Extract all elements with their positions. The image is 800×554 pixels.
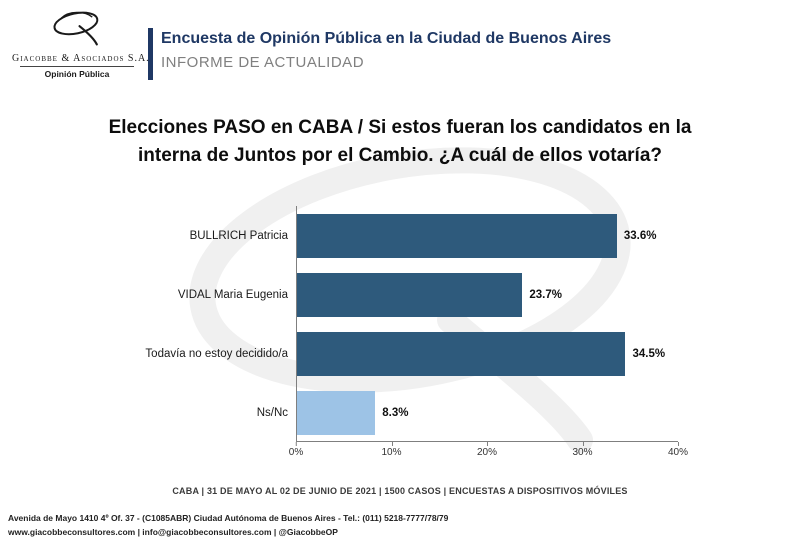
bar bbox=[296, 390, 376, 435]
logo-tagline: Opinión Pública bbox=[44, 69, 110, 79]
bar-rows: BULLRICH Patricia 33.6% VIDAL Maria Eugeni… bbox=[118, 206, 678, 442]
bar-track: 33.6% bbox=[296, 213, 678, 258]
category-label: Todavía no estoy decidido/a bbox=[145, 347, 288, 360]
bar-row: BULLRICH Patricia 33.6% bbox=[118, 206, 678, 265]
report-title: Encuesta de Opinión Pública en la Ciudad… bbox=[161, 30, 612, 47]
x-tick-label: 40% bbox=[667, 442, 689, 458]
report-subtitle: INFORME DE ACTUALIDAD bbox=[161, 54, 365, 71]
giacobbe-logo-icon bbox=[53, 11, 99, 46]
bar bbox=[296, 272, 523, 317]
footer-contact: www.giacobbeconsultores.com | info@giaco… bbox=[8, 526, 338, 537]
question-text: Elecciones PASO en CABA / Si estos fuera… bbox=[108, 117, 692, 166]
header-accent-bar bbox=[148, 28, 153, 80]
logo-company-name: Giacobbe & Asociados S.A. bbox=[12, 53, 150, 64]
bar-row: Todavía no estoy decidido/a 34.5% bbox=[118, 324, 678, 383]
value-label: 23.7% bbox=[529, 288, 562, 301]
question-block: Elecciones PASO en CABA / Si estos fuera… bbox=[0, 114, 800, 169]
x-tick-label: 20% bbox=[476, 442, 498, 458]
header: Encuesta de Opinión Pública en la Ciudad… bbox=[161, 30, 611, 71]
category-label: BULLRICH Patricia bbox=[189, 229, 288, 242]
bar-row: VIDAL Maria Eugenia 23.7% bbox=[118, 265, 678, 324]
bar-chart: BULLRICH Patricia 33.6% VIDAL Maria Eugeni… bbox=[118, 206, 688, 462]
company-logo: Giacobbe & Asociados S.A. Opinión Públic… bbox=[12, 8, 150, 79]
category-label: VIDAL Maria Eugenia bbox=[177, 288, 288, 301]
bar bbox=[296, 213, 617, 258]
bar bbox=[296, 331, 626, 376]
category-label: Ns/Nc bbox=[256, 406, 288, 419]
logo-divider bbox=[20, 66, 134, 67]
bar-track: 23.7% bbox=[296, 272, 678, 317]
value-label: 33.6% bbox=[623, 229, 657, 242]
x-tick-label: 30% bbox=[572, 442, 593, 458]
footer: Avenida de Mayo 1410 4º Of. 37 - (C1085A… bbox=[8, 512, 448, 539]
x-axis-ticks: 0% 10% 20% 30% 40% bbox=[289, 442, 688, 462]
x-tick-label: 0% bbox=[288, 442, 304, 458]
x-tick-label: 10% bbox=[381, 442, 402, 458]
value-label: 34.5% bbox=[632, 347, 666, 360]
bar-track: 34.5% bbox=[296, 331, 678, 376]
bar-row: Ns/Nc 8.3% bbox=[118, 383, 678, 442]
methodology-footnote: CABA | 31 DE MAYO AL 02 DE JUNIO DE 2021… bbox=[172, 486, 628, 496]
footer-address: Avenida de Mayo 1410 4º Of. 37 - (C1085A… bbox=[8, 513, 449, 523]
value-label: 8.3% bbox=[382, 406, 409, 419]
bar-track: 8.3% bbox=[296, 390, 678, 435]
